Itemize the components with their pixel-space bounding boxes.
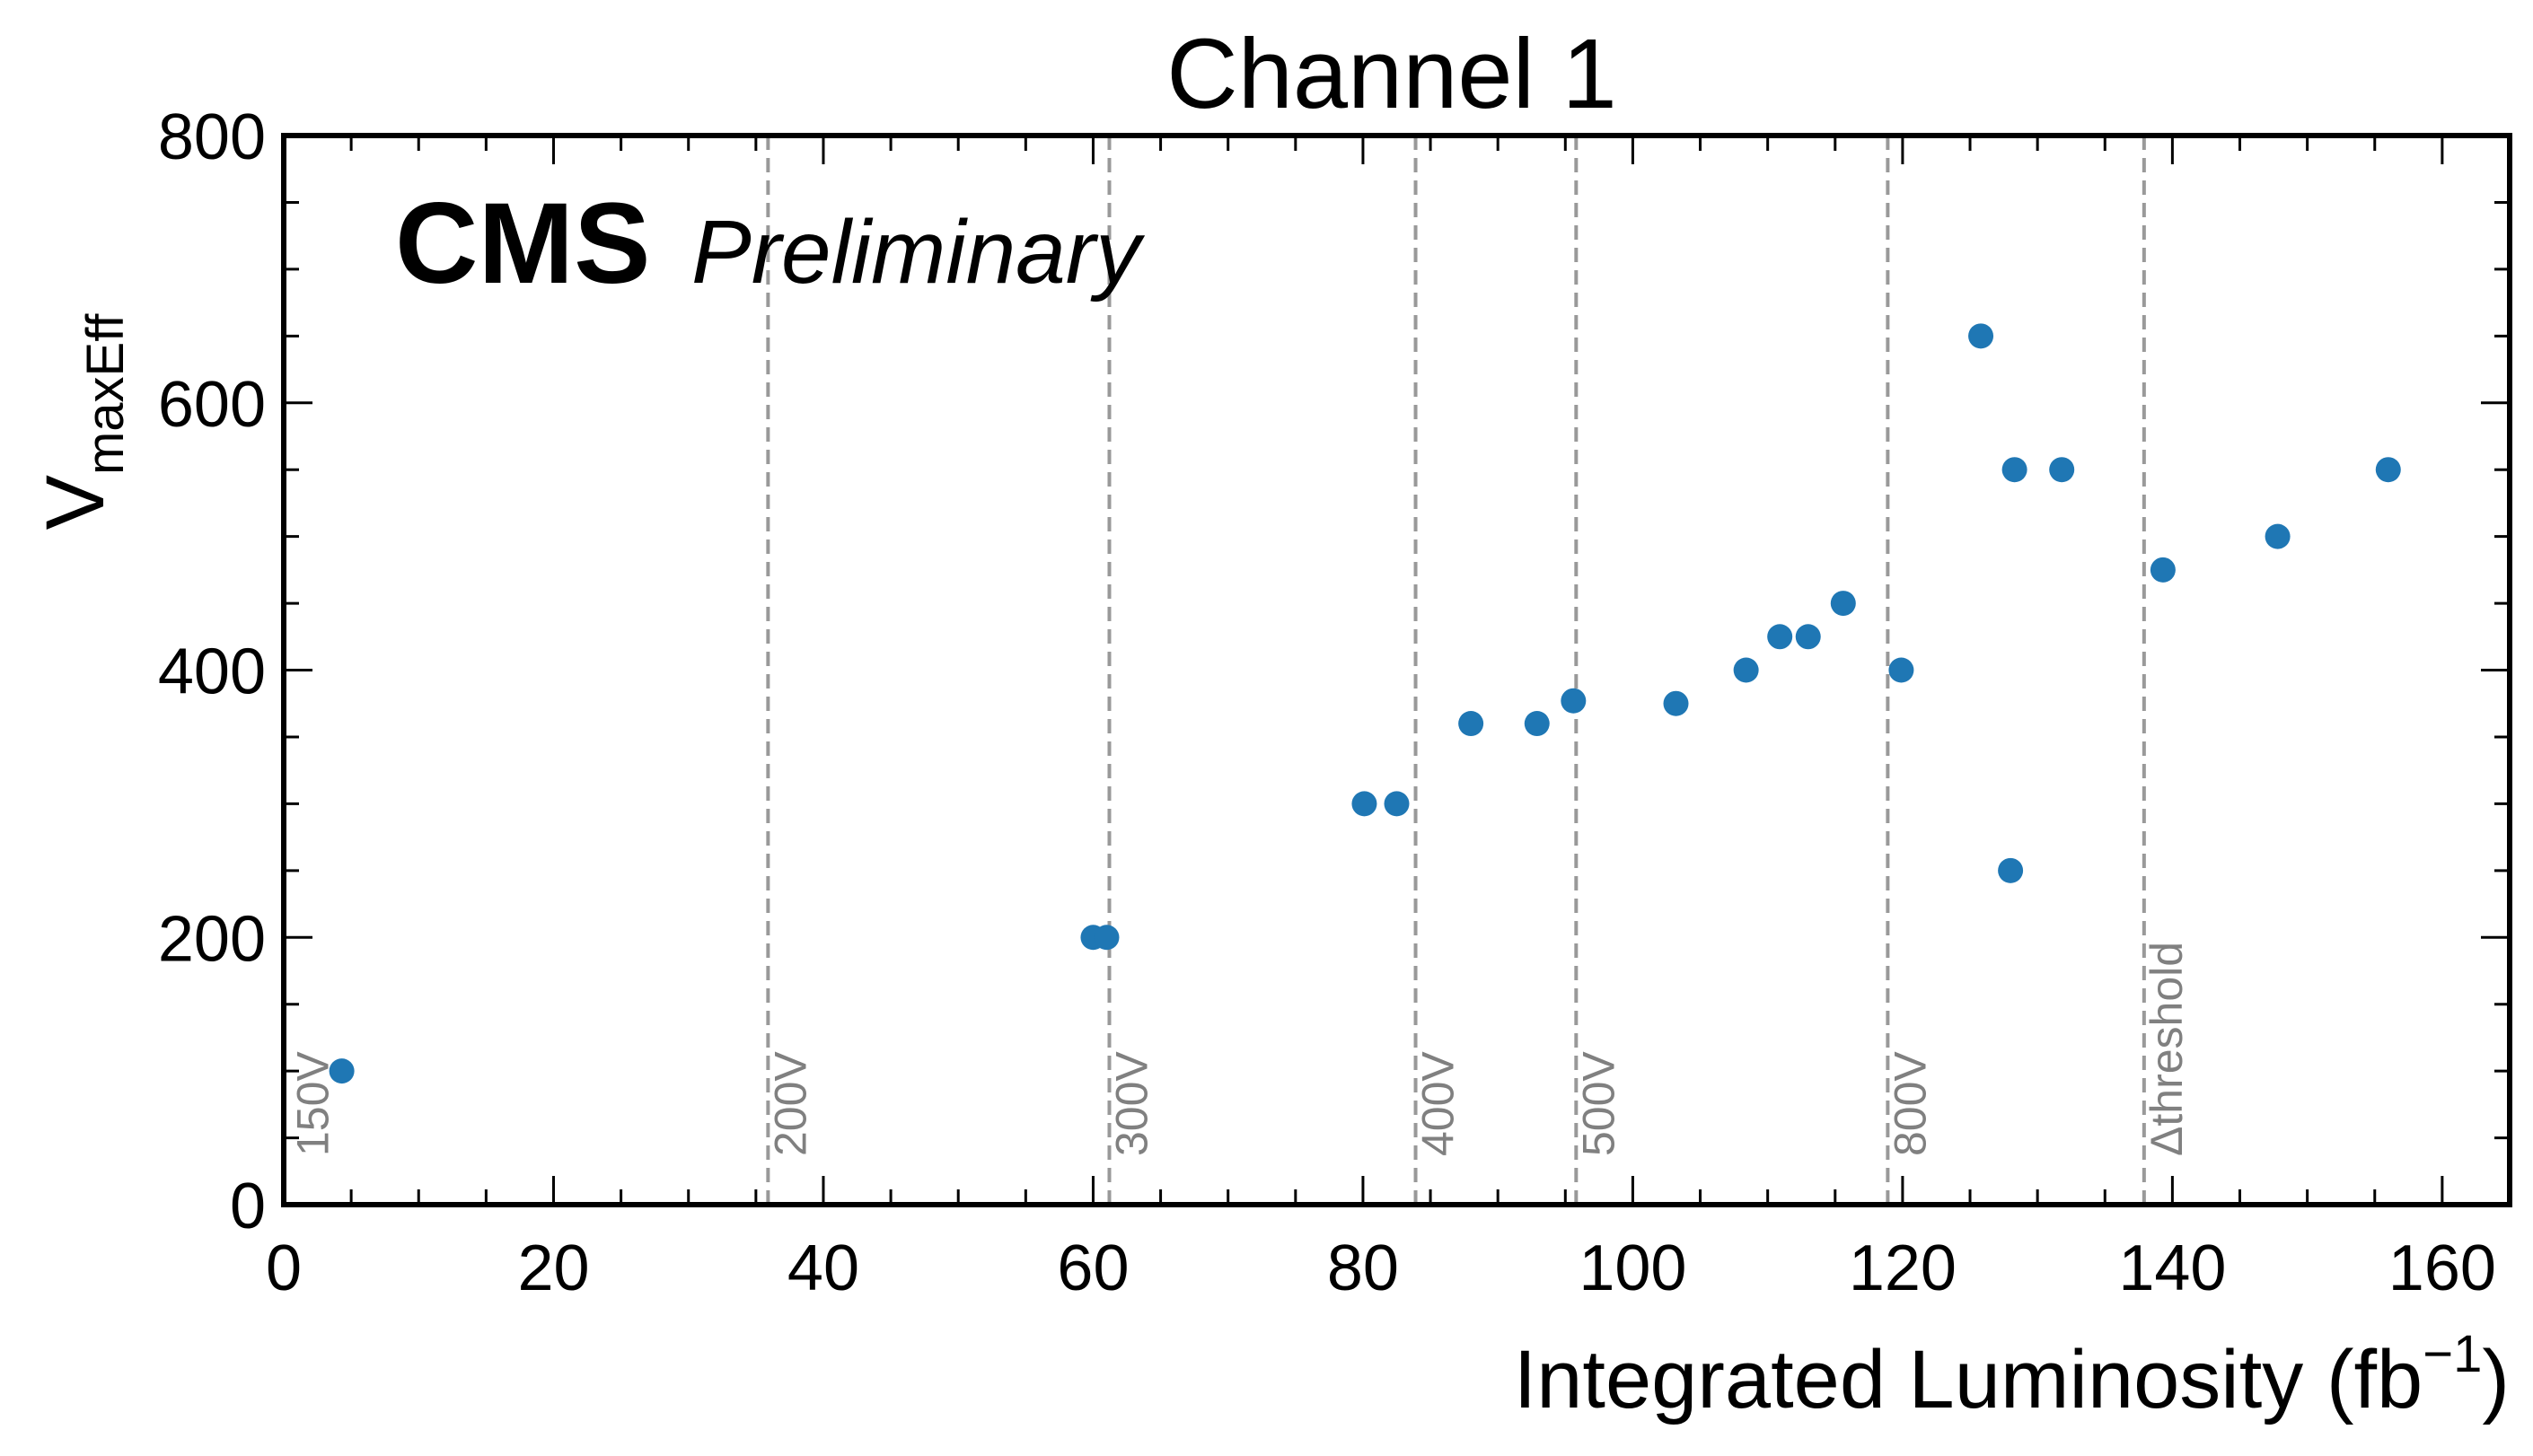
svg-text:VmaxEff: VmaxEff (30, 313, 135, 531)
voltage-line-label: 800V (1885, 1051, 1935, 1156)
data-point (1458, 711, 1484, 737)
x-tick-label: 140 (2118, 1232, 2226, 1304)
x-tick-label: 80 (1327, 1232, 1399, 1304)
data-point (1968, 323, 1994, 349)
voltage-lines: 150V 200V 300V 400V 500V 800V Δthreshold (288, 136, 2192, 1205)
data-point (329, 1058, 355, 1084)
data-point (1830, 591, 1856, 617)
x-axis-title-close: ) (2482, 1334, 2510, 1425)
data-point (1561, 688, 1587, 714)
data-point (1767, 624, 1793, 650)
voltage-line-label: 200V (765, 1051, 815, 1156)
x-tick-label: 20 (517, 1232, 589, 1304)
plot-frame (281, 133, 2512, 1207)
x-axis-title: Integrated Luminosity (fb−1) (1514, 1325, 2510, 1425)
y-tick-label: 800 (158, 101, 266, 173)
voltage-line-label: 500V (1573, 1051, 1623, 1156)
x-tick-label: 40 (787, 1232, 859, 1304)
data-point (2001, 457, 2027, 483)
data-point (1094, 925, 1120, 951)
voltage-line-label: 300V (1106, 1051, 1157, 1156)
data-point (1733, 657, 1759, 683)
data-point (1384, 791, 1410, 817)
cms-experiment: CMS (395, 180, 650, 308)
data-point (1998, 857, 2024, 883)
voltage-line-label: 400V (1413, 1051, 1464, 1156)
y-tick-label: 200 (158, 903, 266, 975)
x-axis-title-main: Integrated Luminosity (fb (1514, 1334, 2423, 1425)
y-axis-title: VmaxEff (30, 313, 135, 531)
x-axis-title-sup: −1 (2423, 1325, 2482, 1383)
data-point (1351, 791, 1377, 817)
x-tick-label: 60 (1057, 1232, 1129, 1304)
data-point (1888, 657, 1914, 683)
data-points (329, 323, 2401, 1084)
data-point (2265, 523, 2291, 549)
chart-title: Channel 1 (1166, 19, 1617, 129)
data-point (2049, 457, 2075, 483)
preliminary-label: Preliminary (691, 202, 1146, 303)
data-point (1524, 711, 1550, 737)
x-tick-label: 100 (1579, 1232, 1686, 1304)
voltage-line-label: Δthreshold (2142, 942, 2192, 1156)
data-point (1795, 624, 1821, 650)
data-point (2150, 557, 2176, 583)
y-tick-label: 600 (158, 369, 266, 441)
data-point (1663, 690, 1689, 716)
x-tick-label: 120 (1849, 1232, 1957, 1304)
x-tick-label: 0 (266, 1232, 302, 1304)
y-tick-label: 0 (230, 1171, 266, 1242)
y-tick-label: 400 (158, 636, 266, 708)
y-axis-title-main: V (30, 475, 121, 530)
y-axis-title-sub: maxEff (76, 313, 135, 475)
x-tick-label: 160 (2388, 1232, 2496, 1304)
cms-label: CMS (395, 180, 650, 308)
data-point (2375, 457, 2401, 483)
